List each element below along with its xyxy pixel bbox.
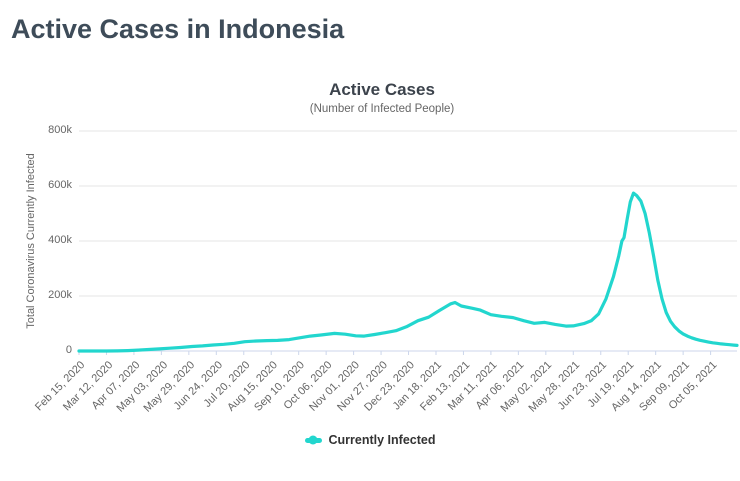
legend-label[interactable]: Currently Infected [328,433,436,447]
y-axis-title: Total Coronavirus Currently Infected [25,153,37,329]
y-axis-tick-label: 200k [48,289,72,301]
chart-subtitle: (Number of Infected People) [309,103,455,115]
y-axis-tick-label: 600k [48,179,72,191]
legend-marker-dot [308,435,318,445]
legend-line-marker[interactable] [304,435,322,445]
page-title: Active Cases in Indonesia [11,14,345,44]
legend: Currently Infected [0,433,740,447]
y-axis-tick-label: 0 [65,344,72,356]
y-axis-tick-label: 400k [48,234,72,246]
chart-title: Active Cases [329,80,435,99]
y-axis-tick-label: 800k [48,124,72,136]
